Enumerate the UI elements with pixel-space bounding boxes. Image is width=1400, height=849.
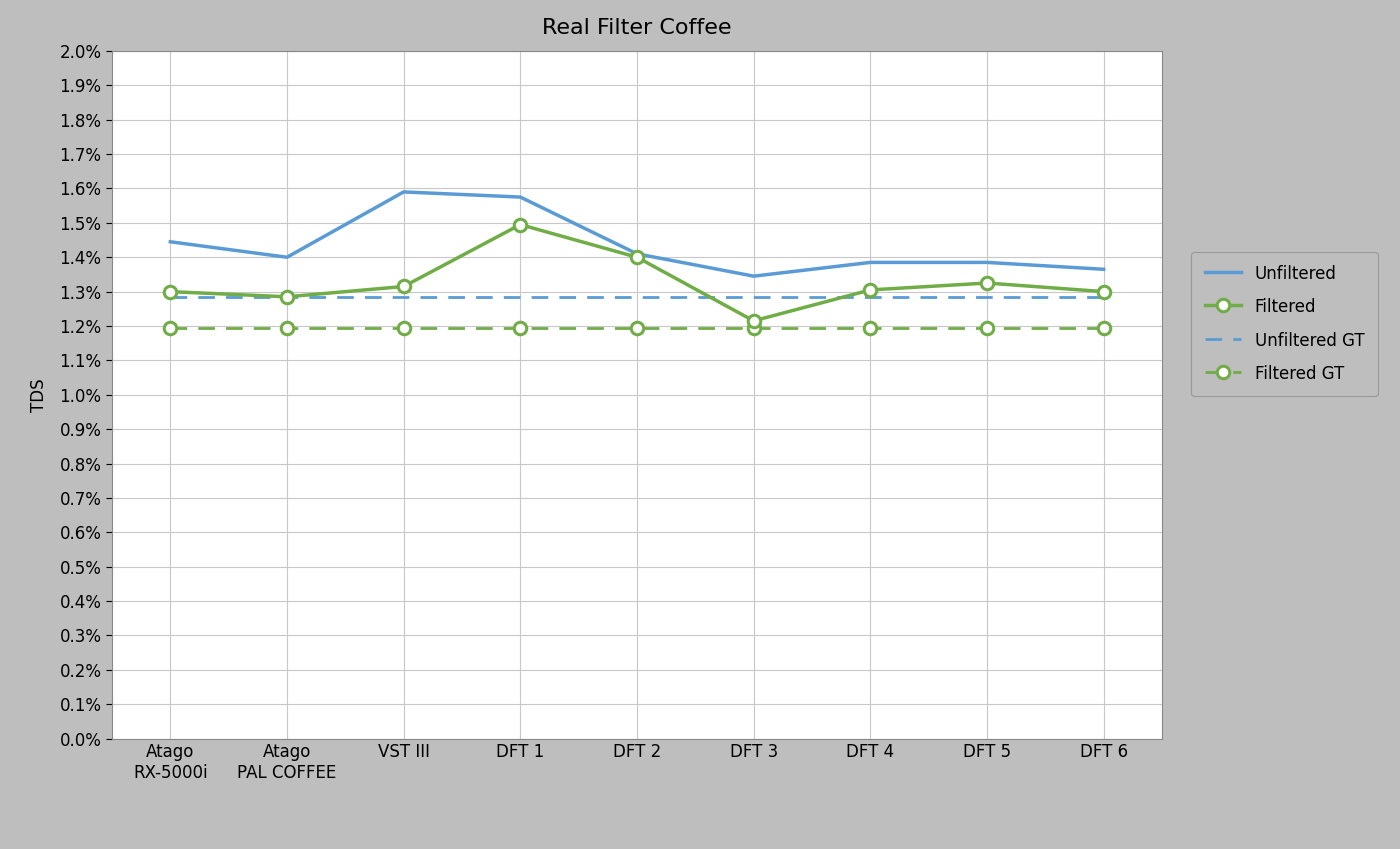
Unfiltered [512, 192, 529, 202]
Filtered GT [512, 323, 529, 333]
Y-axis label: TDS: TDS [31, 378, 49, 412]
Unfiltered GT [745, 292, 762, 302]
Unfiltered [279, 252, 295, 262]
Title: Real Filter Coffee: Real Filter Coffee [542, 19, 732, 38]
Line: Unfiltered: Unfiltered [171, 192, 1103, 276]
Unfiltered [629, 249, 645, 259]
Filtered GT [1095, 323, 1112, 333]
Unfiltered [862, 257, 879, 267]
Unfiltered GT [162, 292, 179, 302]
Filtered [745, 316, 762, 326]
Filtered [979, 278, 995, 288]
Unfiltered GT [279, 292, 295, 302]
Filtered [512, 220, 529, 230]
Filtered GT [395, 323, 412, 333]
Filtered GT [979, 323, 995, 333]
Filtered GT [745, 323, 762, 333]
Filtered GT [162, 323, 179, 333]
Filtered [279, 292, 295, 302]
Unfiltered GT [629, 292, 645, 302]
Filtered GT [629, 323, 645, 333]
Unfiltered [745, 271, 762, 281]
Legend: Unfiltered, Filtered, Unfiltered GT, Filtered GT: Unfiltered, Filtered, Unfiltered GT, Fil… [1191, 252, 1378, 396]
Filtered [629, 252, 645, 262]
Filtered [162, 287, 179, 297]
Filtered [1095, 287, 1112, 297]
Unfiltered GT [979, 292, 995, 302]
Unfiltered GT [862, 292, 879, 302]
Unfiltered [1095, 264, 1112, 274]
Line: Filtered: Filtered [164, 218, 1110, 327]
Unfiltered [979, 257, 995, 267]
Unfiltered GT [1095, 292, 1112, 302]
Filtered GT [279, 323, 295, 333]
Unfiltered GT [512, 292, 529, 302]
Line: Filtered GT: Filtered GT [164, 322, 1110, 334]
Unfiltered GT [395, 292, 412, 302]
Filtered [395, 281, 412, 291]
Filtered [862, 284, 879, 295]
Unfiltered [395, 187, 412, 197]
Unfiltered [162, 237, 179, 247]
Filtered GT [862, 323, 879, 333]
